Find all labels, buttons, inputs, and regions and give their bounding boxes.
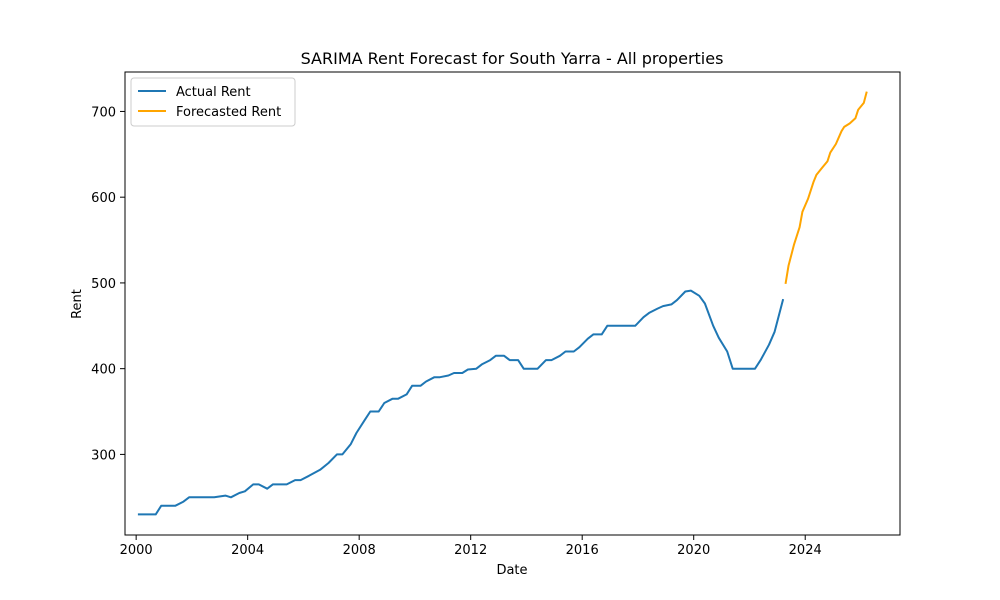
plot-area: [124, 71, 901, 536]
x-tick-label: 2004: [231, 543, 264, 558]
x-tick-label: 2024: [789, 543, 822, 558]
x-tick-label: 2008: [343, 543, 376, 558]
x-tick-label: 2012: [454, 543, 487, 558]
y-tick-label: 500: [91, 277, 116, 292]
series-layer: [137, 91, 868, 516]
legend: Actual Rent Forecasted Rent: [130, 77, 296, 127]
y-tick-label: 600: [91, 191, 116, 206]
y-tick-label: 300: [91, 448, 116, 463]
y-tick-label: 700: [91, 105, 116, 120]
x-tick-label: 2016: [566, 543, 599, 558]
x-tick-label: 2000: [120, 543, 153, 558]
y-axis: 300 400 500 600 700: [91, 105, 125, 463]
y-tick-label: 400: [91, 363, 116, 378]
forecasted-rent-line: [784, 91, 868, 285]
legend-label-forecast: Forecasted Rent: [176, 105, 281, 120]
x-tick-label: 2020: [677, 543, 710, 558]
legend-box: [130, 77, 296, 127]
y-axis-title: Rent: [70, 289, 85, 319]
legend-label-actual: Actual Rent: [176, 85, 251, 100]
plot-frame: [124, 71, 901, 536]
actual-rent-line: [137, 289, 785, 516]
chart-title: SARIMA Rent Forecast for South Yarra - A…: [301, 49, 724, 68]
x-axis: 2000 2004 2008 2012 2016 2020 2024: [120, 535, 822, 558]
x-axis-title: Date: [496, 563, 527, 578]
